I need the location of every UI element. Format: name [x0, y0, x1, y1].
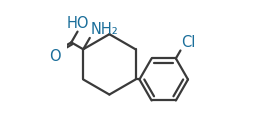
Text: O: O	[49, 49, 60, 64]
Text: NH₂: NH₂	[90, 22, 118, 37]
Text: HO: HO	[66, 16, 89, 31]
Text: Cl: Cl	[181, 35, 196, 50]
